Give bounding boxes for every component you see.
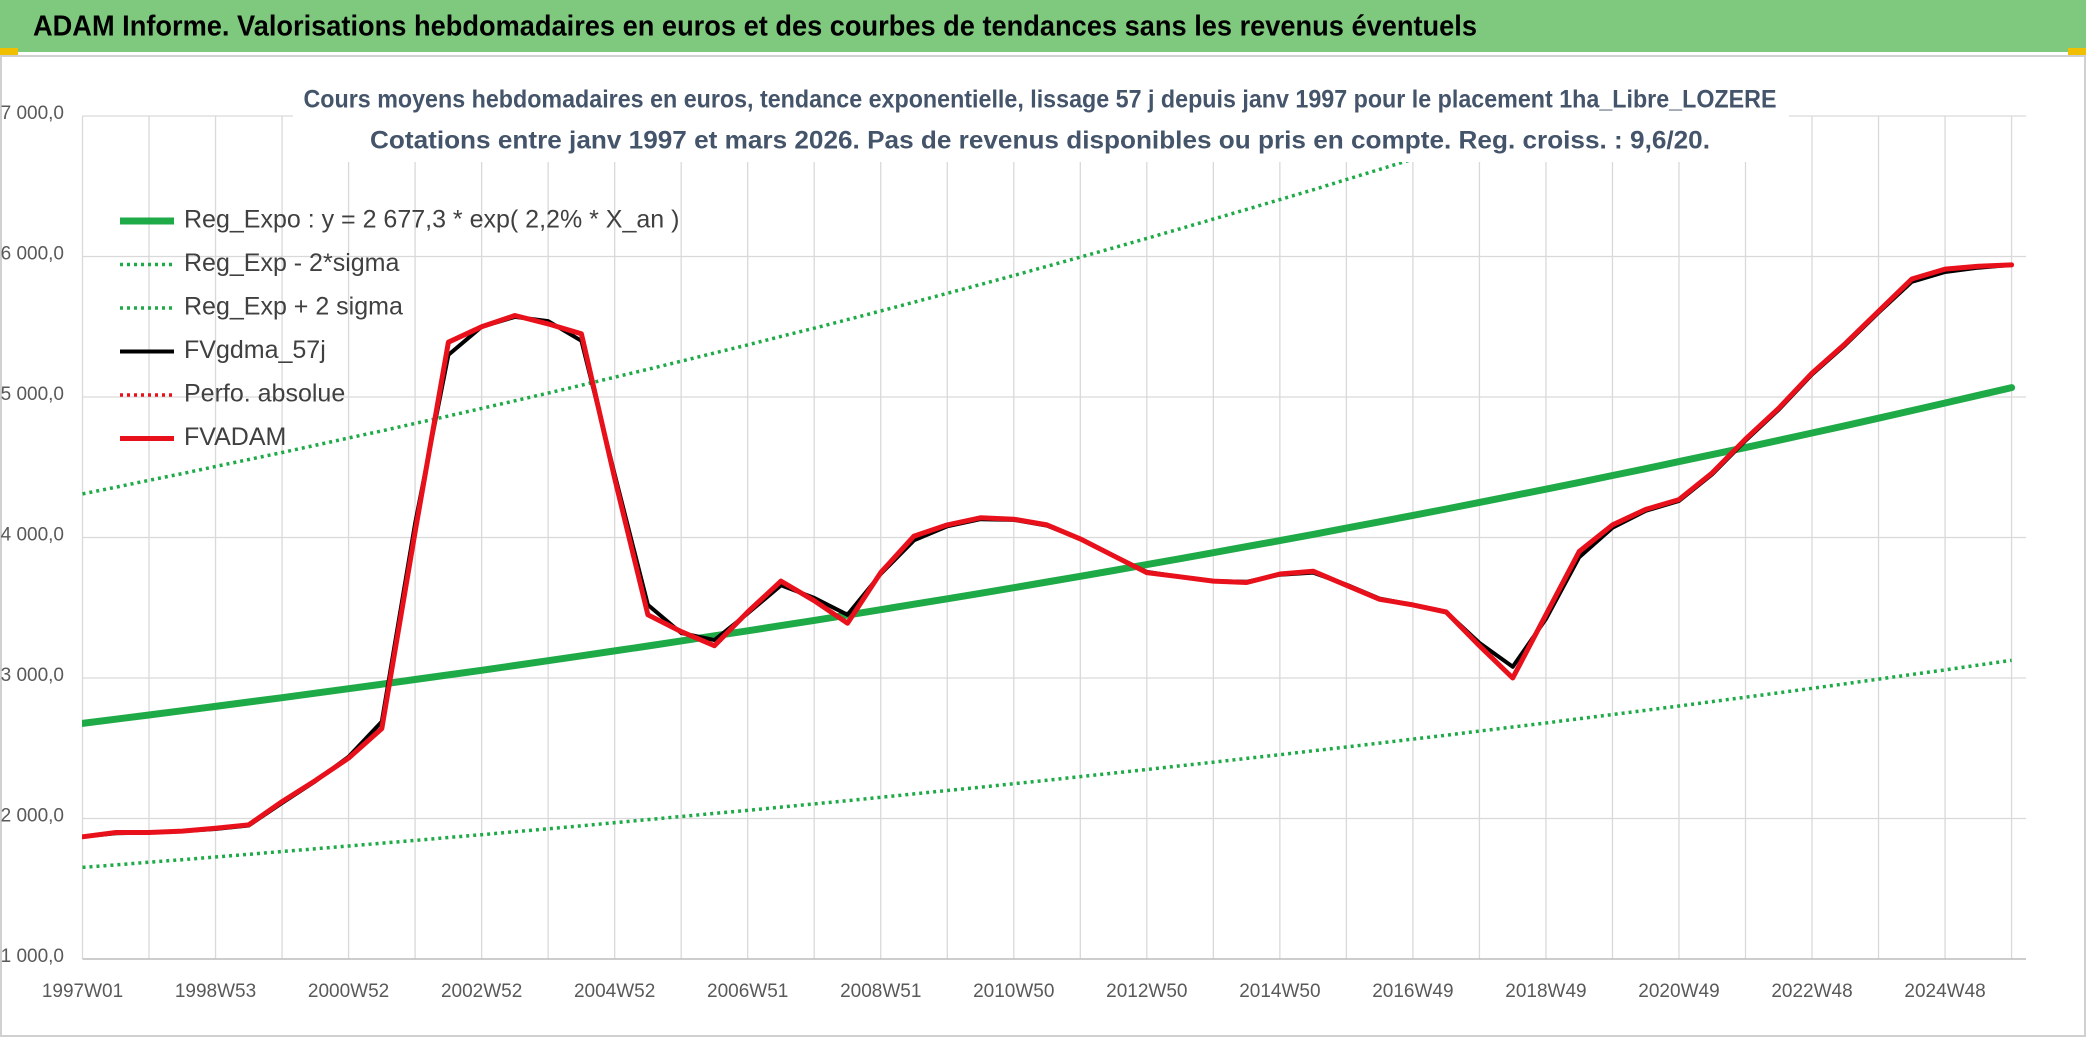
grid [81, 115, 2026, 960]
page-title: ADAM Informe. Valorisations hebdomadaire… [33, 11, 1477, 43]
series-line [82, 262, 2015, 840]
y-tick-label: 4 000,0 [1, 525, 64, 546]
x-tick-label: 2002W52 [441, 981, 522, 1002]
y-tick-label: 1 000,0 [1, 946, 64, 967]
y-tick-label: 6 000,0 [1, 244, 64, 265]
legend-label: Perfo. absolue [184, 380, 345, 408]
chart-title: Cours moyens hebdomadaires en euros, ten… [304, 86, 1777, 114]
corner [0, 48, 18, 56]
x-tick-label: 2020W49 [1638, 981, 1719, 1002]
x-tick-label: 2016W49 [1372, 981, 1453, 1002]
x-tick-label: 2008W51 [840, 981, 921, 1002]
plot [82, 110, 2016, 870]
y-tick-label: 5 000,0 [1, 384, 64, 405]
legend: Reg_Expo : y = 2 677,3 * exp( 2,2% * X_a… [120, 206, 679, 451]
x-tick-label: 2000W52 [308, 981, 389, 1002]
series-line [82, 262, 2014, 839]
y-tick-label: 7 000,0 [1, 103, 64, 124]
x-tick-label: 2024W48 [1904, 981, 1985, 1002]
series-line [82, 384, 2016, 727]
legend-label: FVADAM [184, 423, 286, 451]
legend-label: FVgdma_57j [184, 336, 326, 364]
x-tick-label: 1997W01 [42, 981, 123, 1002]
chart-subtitle: Cotations entre janv 1997 et mars 2026. … [370, 127, 1710, 155]
legend-label: Reg_Expo : y = 2 677,3 * exp( 2,2% * X_a… [184, 206, 679, 234]
x-tick-label: 1998W53 [175, 981, 256, 1002]
x-tick-label: 2006W51 [707, 981, 788, 1002]
chart-border [0, 55, 2086, 1037]
title-box [293, 80, 1789, 162]
x-tick-label: 2012W50 [1106, 981, 1187, 1002]
x-tick-label: 2018W49 [1505, 981, 1586, 1002]
x-tick-label: 2014W50 [1239, 981, 1320, 1002]
x-tick-label: 2022W48 [1771, 981, 1852, 1002]
x-tick-label: 2010W50 [973, 981, 1054, 1002]
legend-label: Reg_Exp - 2*sigma [184, 249, 399, 277]
legend-label: Reg_Exp + 2 sigma [184, 293, 403, 321]
header-bar [0, 0, 2086, 52]
series-line [82, 658, 2012, 870]
corner [2068, 48, 2086, 56]
y-tick-label: 3 000,0 [1, 665, 64, 686]
y-tick-label: 2 000,0 [1, 806, 64, 827]
x-tick-label: 2004W52 [574, 981, 655, 1002]
series-line [82, 110, 1573, 496]
axes: 1 000,0 2 000,0 3 000,0 4 000,0 5 000,0 6 000… [1, 103, 2026, 1002]
